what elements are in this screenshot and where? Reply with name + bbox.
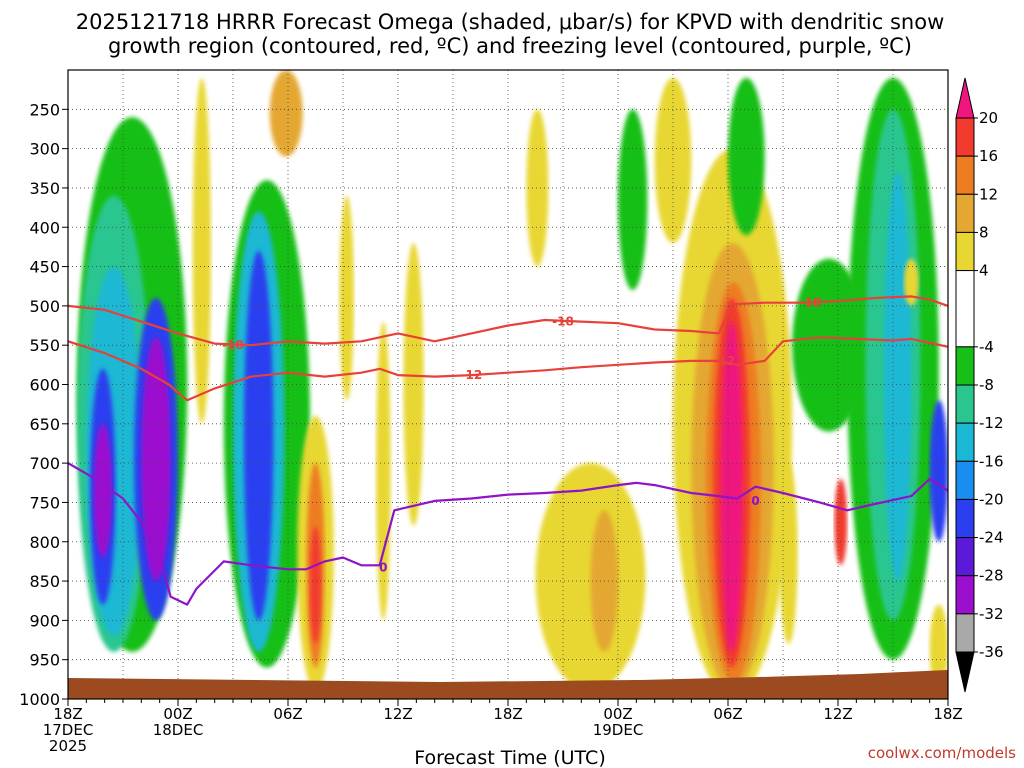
- x-tick-label-5-1: 19DEC: [593, 721, 644, 739]
- isotherm-minus-18-label-1: -18: [552, 315, 574, 329]
- omega-region-33: [929, 400, 948, 542]
- isotherm-zero-line: [68, 462, 948, 606]
- colorbar-bin-12: [955, 575, 975, 615]
- y-tick-label-15: 1000: [19, 690, 60, 709]
- y-tick-label-10: 750: [29, 493, 60, 512]
- y-tick-label-9: 700: [29, 454, 60, 473]
- colorbar-bin-11: [955, 537, 975, 577]
- omega-region-16: [376, 321, 391, 621]
- colorbar-bin-8: [955, 422, 975, 462]
- y-tick-label-8: 650: [29, 415, 60, 434]
- y-tick-label-5: 500: [29, 297, 60, 316]
- y-tick-label-6: 550: [29, 336, 60, 355]
- x-tick-label-0-0: 18Z: [53, 705, 82, 723]
- gridlines: [68, 70, 948, 699]
- colorbar-tick-label-11: -28: [979, 567, 1004, 585]
- y-tick-label-12: 850: [29, 572, 60, 591]
- omega-region-4: [93, 423, 113, 558]
- colorbar-tick-label-5: -4: [979, 338, 994, 356]
- y-tick-label-13: 900: [29, 611, 60, 630]
- omega-region-22: [654, 77, 692, 243]
- omega-region-35: [834, 478, 848, 566]
- isotherm-minus-12-label-1: -12: [713, 354, 735, 368]
- y-tick-label-7: 600: [29, 376, 60, 395]
- y-tick-label-11: 800: [29, 533, 60, 552]
- omega-region-6: [141, 337, 171, 582]
- x-tick-label-1-1: 18DEC: [153, 721, 204, 739]
- omega-region-21: [618, 109, 648, 291]
- omega-region-17: [403, 242, 424, 527]
- isotherm-minus-12-label-0: -12: [460, 368, 482, 382]
- contour-lines: -18 -18 -18 -12 -12 0 0: [68, 295, 948, 606]
- y-tick-label-4: 450: [29, 258, 60, 277]
- x-tick-label-0-1: 17DEC: [43, 721, 94, 739]
- y-tick-label-1: 300: [29, 140, 60, 159]
- y-tick-label-0: 250: [29, 100, 60, 119]
- colorbar-tick-label-9: -20: [979, 490, 1004, 508]
- y-tick-label-2: 350: [29, 179, 60, 198]
- omega-region-34: [779, 463, 798, 644]
- colorbar-bin-13: [955, 613, 975, 653]
- omega-region-36: [904, 258, 919, 306]
- colorbar-bin-10: [955, 498, 975, 539]
- y-axis: 250 300 350 400 450 500 550 600 650 700 750 800 850 9…: [19, 100, 68, 709]
- chart-title-line-2: growth region (contoured, red, ºC) and f…: [108, 34, 912, 58]
- x-tick-label-3-0: 12Z: [383, 705, 412, 723]
- terrain-ground: [68, 670, 948, 699]
- isotherm-zero-label-1: 0: [751, 494, 759, 508]
- colorbar-tick-label-1: 16: [979, 147, 998, 165]
- chart-title-line-1: 2025121718 HRRR Forecast Omega (shaded, …: [76, 10, 945, 34]
- isotherm-minus-18-label-2: -18: [800, 296, 822, 310]
- x-tick-label-5-0: 00Z: [603, 705, 632, 723]
- x-tick-label-1-0: 00Z: [163, 705, 192, 723]
- colorbar-bin-4: [955, 231, 975, 272]
- colorbar-bin-3: [955, 193, 975, 233]
- y-tick-label-14: 950: [29, 651, 60, 670]
- colorbar-tick-label-3: 8: [979, 223, 989, 241]
- omega-region-19: [535, 463, 646, 692]
- x-tick-label-0-2: 2025: [49, 737, 87, 755]
- credit-text: coolwx.com/models: [868, 744, 1016, 762]
- x-tick-label-8-0: 18Z: [933, 705, 962, 723]
- colorbar-bin-0: [955, 77, 975, 119]
- isotherm-zero-label-0: 0: [379, 561, 387, 575]
- omega-region-28: [728, 77, 765, 236]
- colorbar-bin-1: [955, 117, 975, 157]
- x-tick-label-2-0: 06Z: [273, 705, 302, 723]
- colorbar-tick-label-7: -12: [979, 414, 1004, 432]
- colorbar-bin-9: [955, 460, 975, 500]
- omega-region-32: [883, 172, 912, 582]
- omega-region-18: [526, 109, 549, 267]
- colorbar-bin-5: [955, 270, 975, 348]
- omega-region-14: [310, 526, 321, 644]
- omega-region-10: [192, 77, 211, 424]
- omega-region-27: [720, 321, 743, 652]
- x-axis-label: Forecast Time (UTC): [414, 747, 605, 768]
- omega-region-11: [269, 70, 303, 157]
- x-tick-label-6-0: 06Z: [713, 705, 742, 723]
- colorbar-bin-7: [955, 384, 975, 424]
- omega-region-37: [929, 604, 948, 692]
- isotherm-minus-18-line: [68, 295, 948, 347]
- colorbar-bin-6: [955, 346, 975, 386]
- colorbar-tick-label-13: -36: [979, 643, 1004, 661]
- x-tick-label-7-0: 12Z: [823, 705, 852, 723]
- colorbar-tick-label-2: 12: [979, 185, 998, 203]
- colorbar-tick-label-10: -24: [979, 529, 1004, 547]
- y-tick-label-3: 400: [29, 218, 60, 237]
- x-tick-label-4-0: 18Z: [493, 705, 522, 723]
- omega-region-15: [339, 195, 354, 401]
- isotherm-minus-18-label-0: -18: [222, 338, 244, 352]
- colorbar: 20 16 12 8 4 -4 -8 -12 -16 -20 -24 -28 -32 -36: [955, 77, 1004, 693]
- colorbar-tick-label-0: 20: [979, 109, 998, 127]
- colorbar-bin-2: [955, 155, 975, 195]
- colorbar-bin-14: [955, 651, 975, 693]
- isotherm-minus-12-line: [68, 336, 948, 402]
- colorbar-tick-label-6: -8: [979, 376, 994, 394]
- colorbar-tick-label-8: -16: [979, 452, 1004, 470]
- colorbar-tick-label-12: -32: [979, 605, 1004, 623]
- colorbar-tick-label-4: 4: [979, 262, 989, 280]
